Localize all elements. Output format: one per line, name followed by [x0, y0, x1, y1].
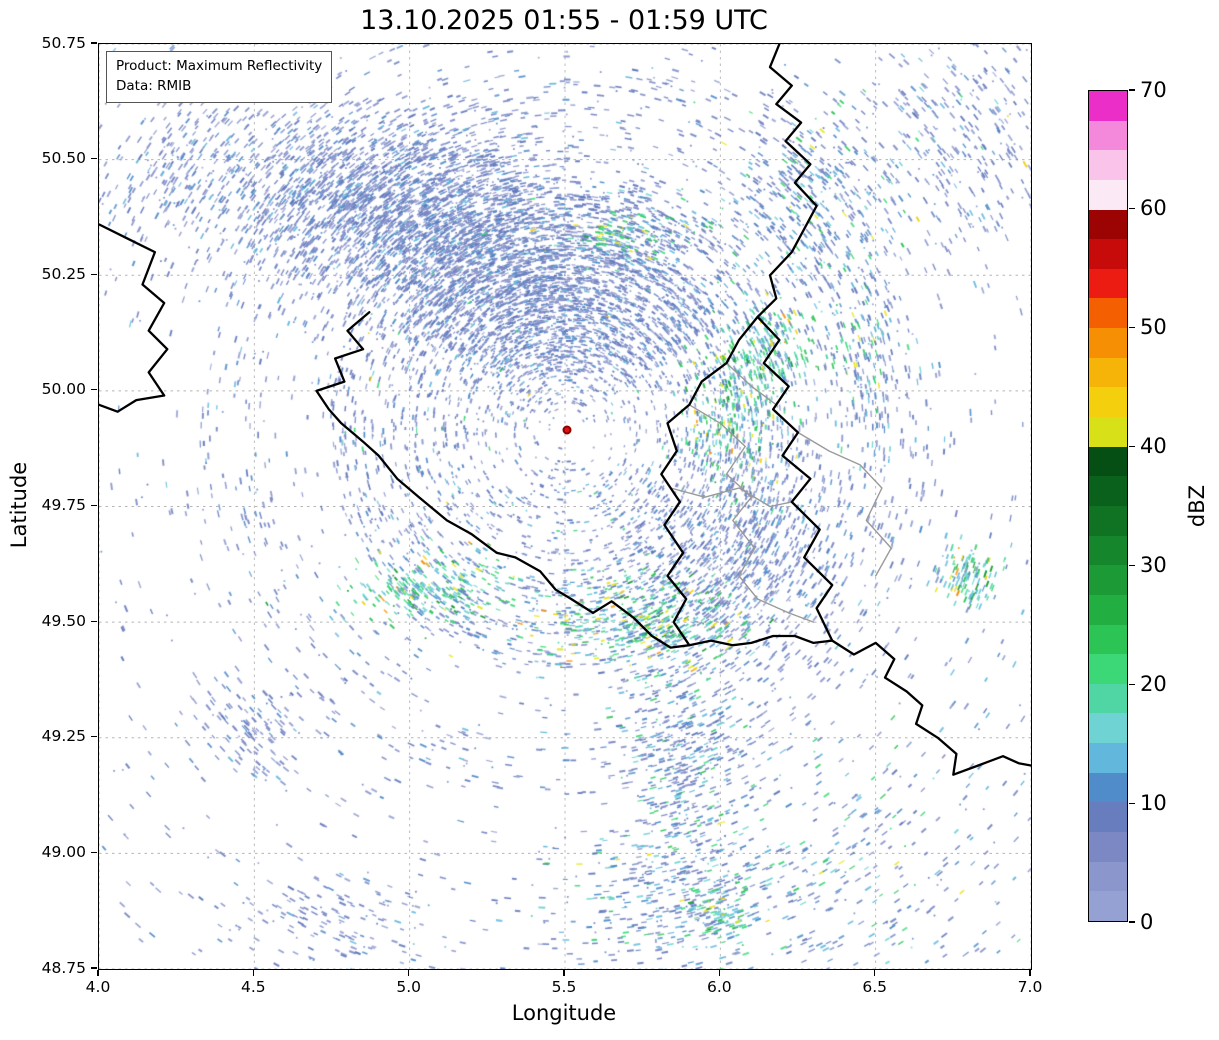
colorbar-tick-label: 70 — [1140, 77, 1167, 102]
y-tick-label: 49.25 — [41, 727, 86, 746]
colorbar-segment — [1089, 505, 1127, 536]
colorbar-segment — [1089, 743, 1127, 773]
colorbar-tick-mark — [1129, 921, 1135, 923]
colorbar-segment — [1089, 772, 1127, 803]
x-tick-mark — [1029, 970, 1031, 976]
y-tick-mark — [91, 42, 97, 44]
y-tick-mark — [91, 620, 97, 622]
x-tick-label: 4.0 — [85, 978, 111, 996]
product-annotation-line1: Product: Maximum Reflectivity — [116, 58, 323, 74]
y-tick-mark — [91, 736, 97, 738]
y-tick-mark — [91, 158, 97, 160]
colorbar-tick-mark — [1129, 683, 1135, 685]
x-tick-label: 4.5 — [241, 978, 266, 996]
colorbar-tick-mark — [1129, 445, 1135, 448]
colorbar-segment — [1089, 91, 1127, 121]
radar-site-marker — [562, 425, 572, 435]
y-tick-label: 50.00 — [41, 380, 86, 399]
colorbar-segment — [1089, 891, 1127, 921]
map-borders-layer — [99, 44, 1031, 776]
colorbar-segment — [1089, 239, 1127, 269]
figure-title: 13.10.2025 01:55 - 01:59 UTC — [360, 5, 768, 36]
colorbar-tick-label: 40 — [1140, 434, 1167, 459]
x-tick-mark — [874, 970, 876, 976]
y-tick-label: 48.75 — [41, 958, 86, 977]
x-tick-label: 5.0 — [396, 978, 421, 996]
colorbar-tick-mark — [1129, 564, 1135, 567]
x-tick-label: 7.0 — [1017, 978, 1043, 996]
colorbar-tick-label: 30 — [1140, 552, 1167, 577]
colorbar-tick-mark — [1129, 802, 1135, 804]
y-tick-mark — [91, 967, 97, 969]
colorbar-segment — [1089, 861, 1127, 892]
colorbar-segment — [1089, 446, 1127, 477]
colorbar-tick-label: 10 — [1140, 790, 1167, 815]
product-annotation-box: Product: Maximum Reflectivity Data: RMIB — [106, 51, 333, 103]
x-tick-label: 6.5 — [862, 978, 887, 996]
colorbar-segment — [1089, 832, 1127, 862]
colorbar-segment — [1089, 268, 1127, 299]
colorbar-segment — [1089, 683, 1127, 714]
colorbar-segment — [1089, 328, 1127, 358]
colorbar — [1088, 90, 1128, 922]
y-tick-label: 49.00 — [41, 842, 86, 861]
radar-echo-layer — [99, 44, 1031, 969]
map-plot-area: Product: Maximum Reflectivity Data: RMIB — [98, 43, 1032, 970]
colorbar-segment — [1089, 535, 1127, 566]
x-tick-mark — [563, 970, 565, 976]
x-tick-mark — [97, 970, 99, 976]
colorbar-tick-mark — [1129, 327, 1135, 329]
colorbar-tick-label: 0 — [1140, 909, 1154, 934]
x-tick-mark — [252, 970, 254, 976]
colorbar-segment — [1089, 120, 1127, 151]
y-tick-mark — [91, 504, 97, 507]
colorbar-tick-label: 50 — [1140, 315, 1167, 340]
x-tick-label: 5.5 — [551, 978, 577, 996]
colorbar-segment — [1089, 565, 1127, 595]
colorbar-segment — [1089, 476, 1127, 506]
y-tick-label: 49.50 — [41, 611, 86, 630]
colorbar-segment — [1089, 802, 1127, 833]
x-tick-mark — [718, 970, 720, 976]
colorbar-segment — [1089, 417, 1127, 447]
colorbar-tick-label: 20 — [1140, 671, 1167, 696]
colorbar-label: dBZ — [1185, 484, 1209, 528]
colorbar-tick-mark — [1129, 208, 1135, 210]
colorbar-segment — [1089, 150, 1127, 180]
colorbar-segment — [1089, 298, 1127, 329]
colorbar-segment — [1089, 357, 1127, 388]
colorbar-segment — [1089, 209, 1127, 240]
colorbar-tick-label: 60 — [1140, 196, 1167, 221]
x-tick-mark — [408, 970, 410, 976]
y-tick-mark — [91, 851, 97, 853]
y-tick-mark — [91, 273, 97, 275]
x-tick-label: 6.0 — [707, 978, 732, 996]
colorbar-segment — [1089, 594, 1127, 625]
y-tick-label: 50.25 — [41, 264, 86, 283]
y-axis-label: Latitude — [7, 461, 31, 549]
colorbar-segment — [1089, 387, 1127, 418]
y-tick-label: 50.50 — [41, 149, 86, 168]
colorbar-segment — [1089, 624, 1127, 655]
product-annotation-line2: Data: RMIB — [116, 78, 192, 95]
colorbar-segment — [1089, 179, 1127, 210]
colorbar-tick-mark — [1129, 89, 1135, 91]
colorbar-segment — [1089, 713, 1127, 744]
y-tick-label: 50.75 — [41, 33, 86, 52]
x-axis-label: Longitude — [511, 1001, 617, 1025]
colorbar-segment — [1089, 654, 1127, 684]
y-tick-mark — [91, 389, 97, 391]
